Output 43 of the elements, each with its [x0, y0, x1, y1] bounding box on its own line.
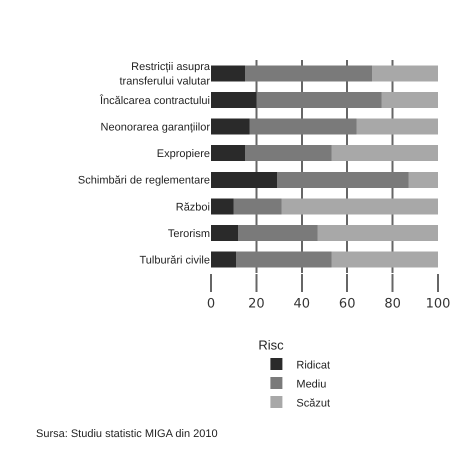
x-tick-label: 100 — [426, 296, 450, 312]
bar — [276, 172, 408, 188]
bar — [331, 252, 438, 268]
y-tick-label: Restricții asupra transferului valutar — [120, 61, 211, 88]
bar — [211, 145, 246, 162]
bar — [372, 65, 438, 82]
bar — [356, 118, 438, 135]
bar — [238, 225, 318, 242]
y-tick-label: Neonorarea garanțiilor — [100, 121, 210, 134]
bar — [331, 145, 438, 162]
legend-label: Scăzut — [296, 397, 330, 410]
bar — [408, 172, 438, 188]
bar — [211, 118, 250, 135]
y-tick-label: Schimbări de reglementare — [78, 174, 210, 187]
x-tick-label: 60 — [338, 296, 356, 312]
bar — [211, 198, 234, 214]
bar — [245, 65, 372, 82]
bar — [236, 252, 332, 268]
x-tick-label: 40 — [294, 296, 310, 312]
legend-label: Ridicat — [296, 359, 330, 372]
y-tick-label: Tulburări civile — [139, 254, 210, 267]
legend-label: Mediu — [296, 378, 326, 390]
bar — [381, 92, 438, 108]
bar — [211, 225, 238, 242]
bar — [256, 92, 382, 108]
bar — [250, 118, 356, 135]
x-tick-label: 0 — [206, 296, 216, 312]
bar — [211, 92, 256, 108]
bar — [211, 65, 246, 82]
x-tick-label: 20 — [248, 296, 265, 312]
y-tick-label: Expropiere — [156, 148, 210, 160]
bar — [245, 145, 332, 162]
text: Sursa: Studiu statistic MIGA din 2010 — [36, 428, 218, 440]
y-tick-label: Război — [176, 201, 210, 214]
bar — [211, 252, 236, 268]
bar — [234, 198, 282, 214]
bar — [281, 198, 438, 214]
y-tick-label: Terorism — [168, 228, 210, 240]
legend-title: Risc — [258, 338, 284, 353]
bar — [318, 225, 438, 242]
y-tick-label: Încălcarea contractului — [98, 94, 210, 107]
bar — [211, 172, 277, 188]
x-tick-label: 80 — [384, 296, 401, 312]
